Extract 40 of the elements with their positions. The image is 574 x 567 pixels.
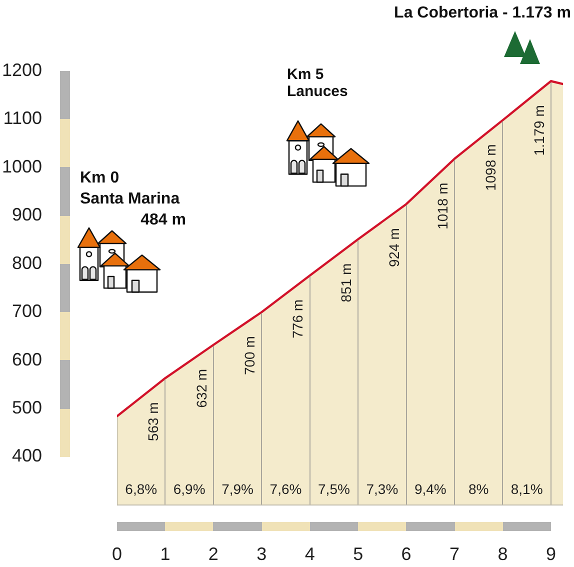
- data-label: 1018 m: [434, 182, 450, 230]
- annotation: 7,3%: [366, 480, 398, 497]
- y-tick-label: 700: [12, 301, 42, 322]
- x-tick-label: 2: [208, 544, 218, 564]
- y-tick-label: 800: [12, 252, 42, 273]
- x-tick-label: 3: [256, 544, 267, 564]
- y-tick-label: 900: [12, 204, 42, 225]
- data-label: 632 m: [193, 368, 210, 408]
- x-tick-label: 7: [450, 544, 460, 564]
- y-tick-label: 1200: [2, 60, 42, 80]
- y-tick-label: 1000: [2, 156, 42, 176]
- x-tick-label: 6: [401, 544, 412, 564]
- y-tick-label: 500: [12, 398, 42, 418]
- data-label: 776 m: [290, 299, 306, 338]
- annotation: 7,9%: [222, 480, 254, 497]
- x-tick-label: 1: [160, 544, 170, 564]
- annotation: 8,1%: [510, 480, 543, 497]
- annotation: 6,8%: [125, 480, 158, 497]
- x-tick-label: 5: [353, 544, 364, 564]
- data-label: 924 m: [386, 228, 402, 268]
- y-tick-label: 1100: [3, 108, 42, 128]
- y-tick-label: 400: [12, 446, 42, 466]
- x-tick-label: 8: [498, 544, 508, 564]
- x-tick-label: 0: [112, 544, 122, 564]
- annotation: 9,4%: [414, 480, 446, 497]
- annotation: 8%: [468, 480, 489, 497]
- annotation: Km 5 Lanuces: [287, 66, 348, 100]
- data-label: 1098 m: [482, 144, 499, 191]
- x-tick-label: 4: [304, 544, 315, 564]
- chart-title: La Cobertoria - 1.173 m: [394, 4, 571, 22]
- data-label: 563 m: [145, 402, 162, 442]
- data-label: 1.179 m: [530, 105, 547, 156]
- annotation: 7,5%: [318, 480, 350, 497]
- annotation: 7,6%: [270, 480, 302, 497]
- annotation: Km 0 Santa Marina 484 m: [80, 169, 186, 228]
- data-label: 700 m: [242, 336, 258, 376]
- annotation: 6,9%: [173, 480, 206, 497]
- x-tick-label: 9: [546, 544, 556, 564]
- y-tick-label: 600: [12, 349, 42, 370]
- data-label: 851 m: [338, 263, 354, 302]
